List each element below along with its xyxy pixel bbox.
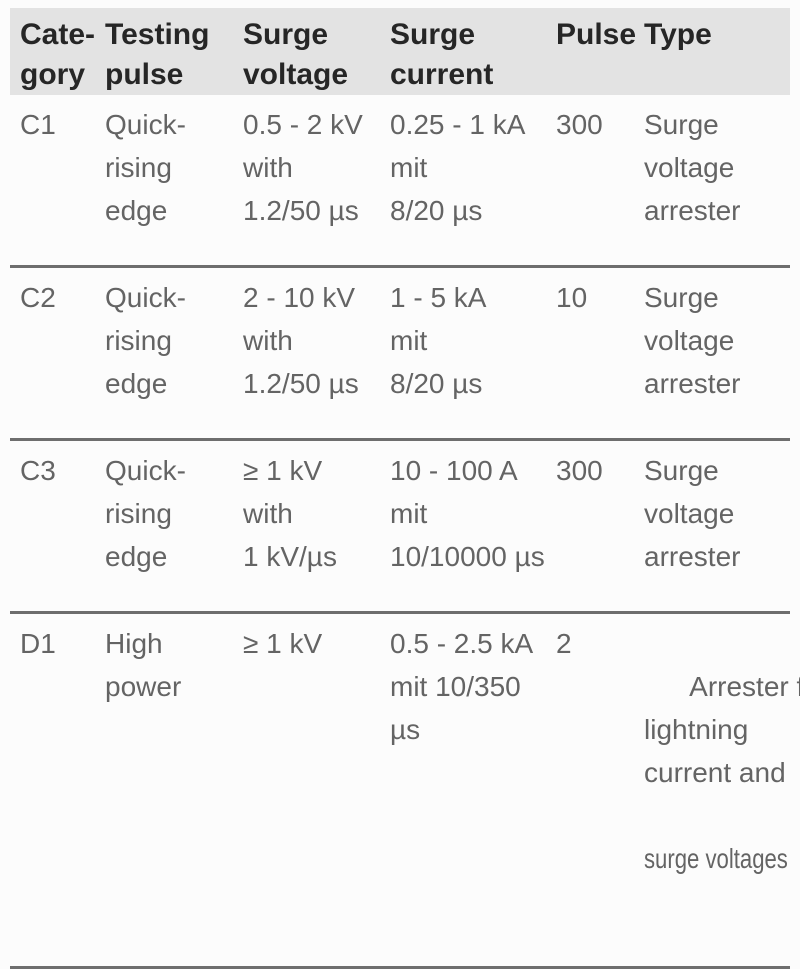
table-row-c2: C2 Quick- rising edge 2 - 10 kV with 1.2… bbox=[10, 265, 790, 438]
cell-surge-current: 0.25 - 1 kA mit 8/20 µs bbox=[390, 109, 526, 226]
cell-surge-current: 0.5 - 2.5 kA mit 10/350 µs bbox=[390, 628, 534, 745]
table-row-c1: C1 Quick- rising edge 0.5 - 2 kV with 1.… bbox=[10, 95, 790, 265]
header-cell-category: Cate- gory bbox=[20, 18, 96, 91]
table-header-row: Cate- gory Testing pulse Surge voltage S… bbox=[10, 8, 790, 95]
cell-type: Arrester for lightning current and surge… bbox=[634, 614, 800, 966]
cell-surge-voltage: ≥ 1 kV with 1 kV/µs bbox=[243, 455, 337, 572]
header-cell-surge-voltage: Surge voltage bbox=[243, 18, 349, 91]
table-row-d1: D1 High power ≥ 1 kV 0.5 - 2.5 kA mit 10… bbox=[10, 611, 800, 966]
cell-surge-voltage: 0.5 - 2 kV with 1.2/50 µs bbox=[243, 109, 363, 226]
cell-testing-pulse: Quick- rising edge bbox=[105, 282, 186, 399]
cell-type: Surge voltage arrester bbox=[644, 109, 741, 226]
cell-surge-voltage: ≥ 1 kV bbox=[243, 628, 323, 659]
cell-testing-pulse: High power bbox=[105, 628, 182, 702]
cell-type: Surge voltage arrester bbox=[644, 455, 741, 572]
surge-category-table: Cate- gory Testing pulse Surge voltage S… bbox=[10, 8, 800, 969]
cell-type-text: Arrester for lightning current and bbox=[644, 671, 800, 788]
header-cell-type: Type bbox=[644, 18, 712, 51]
cell-pulse: 300 bbox=[556, 455, 603, 486]
cell-surge-current: 1 - 5 kA mit 8/20 µs bbox=[390, 282, 487, 399]
cell-testing-pulse: Quick- rising edge bbox=[105, 455, 186, 572]
cell-category: D1 bbox=[20, 628, 56, 659]
header-cell-testing-pulse: Testing pulse bbox=[105, 18, 210, 91]
cell-pulse: 10 bbox=[556, 282, 588, 313]
cell-pulse: 300 bbox=[556, 109, 603, 140]
cell-category: C2 bbox=[20, 282, 56, 313]
cell-pulse: 2 bbox=[556, 628, 572, 659]
cell-testing-pulse: Quick- rising edge bbox=[105, 109, 186, 226]
cell-type-overflow-text: surge voltages bbox=[644, 843, 788, 874]
cell-surge-current: 10 - 100 A mit 10/10000 µs bbox=[390, 455, 545, 572]
cell-category: C3 bbox=[20, 455, 56, 486]
header-cell-pulse: Pulse bbox=[556, 18, 637, 51]
table-row-c3: C3 Quick- rising edge ≥ 1 kV with 1 kV/µ… bbox=[10, 438, 790, 611]
cell-surge-voltage: 2 - 10 kV with 1.2/50 µs bbox=[243, 282, 359, 399]
header-cell-surge-current: Surge current bbox=[390, 18, 494, 91]
cell-type: Surge voltage arrester bbox=[644, 282, 741, 399]
cell-category: C1 bbox=[20, 109, 56, 140]
